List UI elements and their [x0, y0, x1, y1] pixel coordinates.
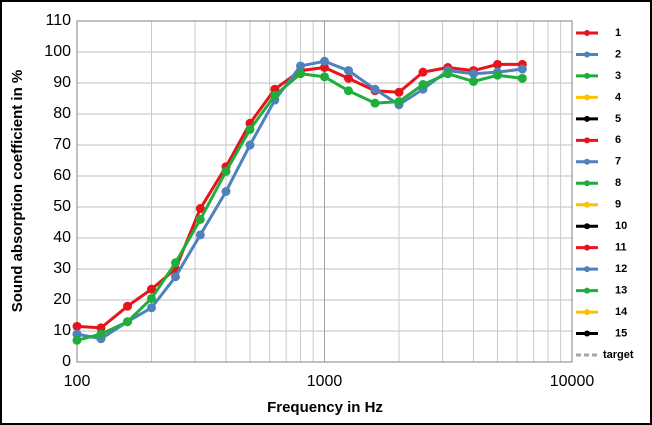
data-point: [72, 329, 82, 339]
y-tick-label: 20: [53, 291, 71, 308]
legend-marker: [584, 158, 590, 165]
legend-label: 15: [615, 327, 627, 339]
legend-label: 5: [615, 113, 621, 125]
data-point: [370, 98, 380, 108]
y-tick-label: 80: [53, 105, 71, 122]
data-point: [394, 87, 404, 97]
data-point: [72, 335, 82, 345]
data-point: [221, 166, 231, 176]
data-point: [320, 63, 329, 72]
data-point: [343, 86, 353, 96]
y-tick-label: 40: [53, 229, 71, 246]
data-point: [418, 80, 428, 90]
x-tick-label: 100: [64, 373, 91, 390]
data-point: [123, 317, 133, 327]
legend-marker: [584, 115, 590, 122]
y-tick-label: 110: [45, 12, 71, 29]
data-point: [320, 72, 329, 82]
data-point: [296, 69, 306, 79]
data-point: [320, 56, 329, 66]
data-point: [370, 84, 380, 94]
x-tick-label: 1000: [307, 373, 343, 390]
y-tick-label: 90: [53, 74, 71, 91]
data-point: [147, 284, 157, 294]
legend-label: 11: [615, 242, 627, 254]
data-point: [96, 323, 106, 333]
legend-label: 10: [615, 220, 627, 232]
data-point: [394, 97, 404, 107]
data-point: [147, 293, 157, 303]
data-point: [270, 90, 280, 100]
data-point: [96, 329, 106, 339]
legend-label: 3: [615, 70, 621, 82]
data-point: [245, 140, 255, 150]
legend-label: 4: [615, 91, 622, 103]
data-point: [195, 214, 205, 224]
data-point: [123, 301, 133, 311]
y-tick-label: 30: [53, 260, 71, 277]
legend-marker: [584, 287, 590, 294]
legend-marker: [584, 180, 590, 187]
legend-label: 7: [615, 156, 621, 168]
legend-label: 2: [615, 48, 621, 60]
y-tick-label: 50: [53, 198, 71, 215]
data-point: [72, 321, 82, 331]
legend-label: 12: [615, 263, 627, 275]
legend-label: 13: [615, 285, 627, 297]
legend-label: 8: [615, 177, 621, 189]
legend-marker: [584, 30, 590, 36]
legend-marker: [584, 94, 590, 101]
x-tick-label: 10000: [550, 373, 595, 390]
y-tick-label: 0: [62, 353, 71, 370]
data-point: [492, 59, 502, 69]
y-axis-title: Sound absorption coefficient in %: [9, 70, 26, 313]
legend-marker: [584, 72, 590, 79]
legend-marker: [584, 244, 590, 251]
data-point: [418, 67, 428, 77]
data-point: [195, 204, 205, 214]
data-point: [170, 272, 180, 282]
data-point: [492, 70, 502, 80]
data-point: [221, 187, 231, 196]
legend-marker: [584, 223, 590, 230]
data-point: [296, 61, 306, 71]
data-point: [147, 303, 157, 313]
data-point: [245, 125, 255, 134]
data-point: [517, 64, 527, 74]
legend-label: 1: [615, 27, 621, 39]
legend-marker: [584, 309, 590, 316]
legend-marker: [584, 266, 590, 273]
data-point: [170, 258, 180, 268]
data-point: [517, 73, 527, 83]
data-point: [469, 69, 479, 79]
legend-marker: [584, 51, 590, 58]
y-tick-label: 100: [44, 43, 71, 60]
data-point: [270, 84, 280, 94]
data-point: [443, 69, 453, 79]
y-tick-label: 60: [53, 167, 71, 184]
legend-marker: [584, 330, 590, 337]
legend-marker: [584, 137, 590, 144]
legend-label: 14: [615, 306, 628, 318]
plot-frame: [76, 20, 573, 363]
legend-marker: [584, 201, 590, 208]
data-point: [343, 73, 353, 83]
legend-label: 9: [615, 199, 621, 211]
data-point: [343, 66, 353, 76]
data-point: [469, 76, 479, 86]
legend-label: target: [603, 349, 634, 361]
legend-label: 6: [615, 134, 621, 146]
y-tick-label: 10: [53, 322, 71, 339]
x-axis-title: Frequency in Hz: [267, 399, 383, 416]
data-point: [195, 230, 205, 240]
y-tick-label: 70: [53, 136, 71, 153]
